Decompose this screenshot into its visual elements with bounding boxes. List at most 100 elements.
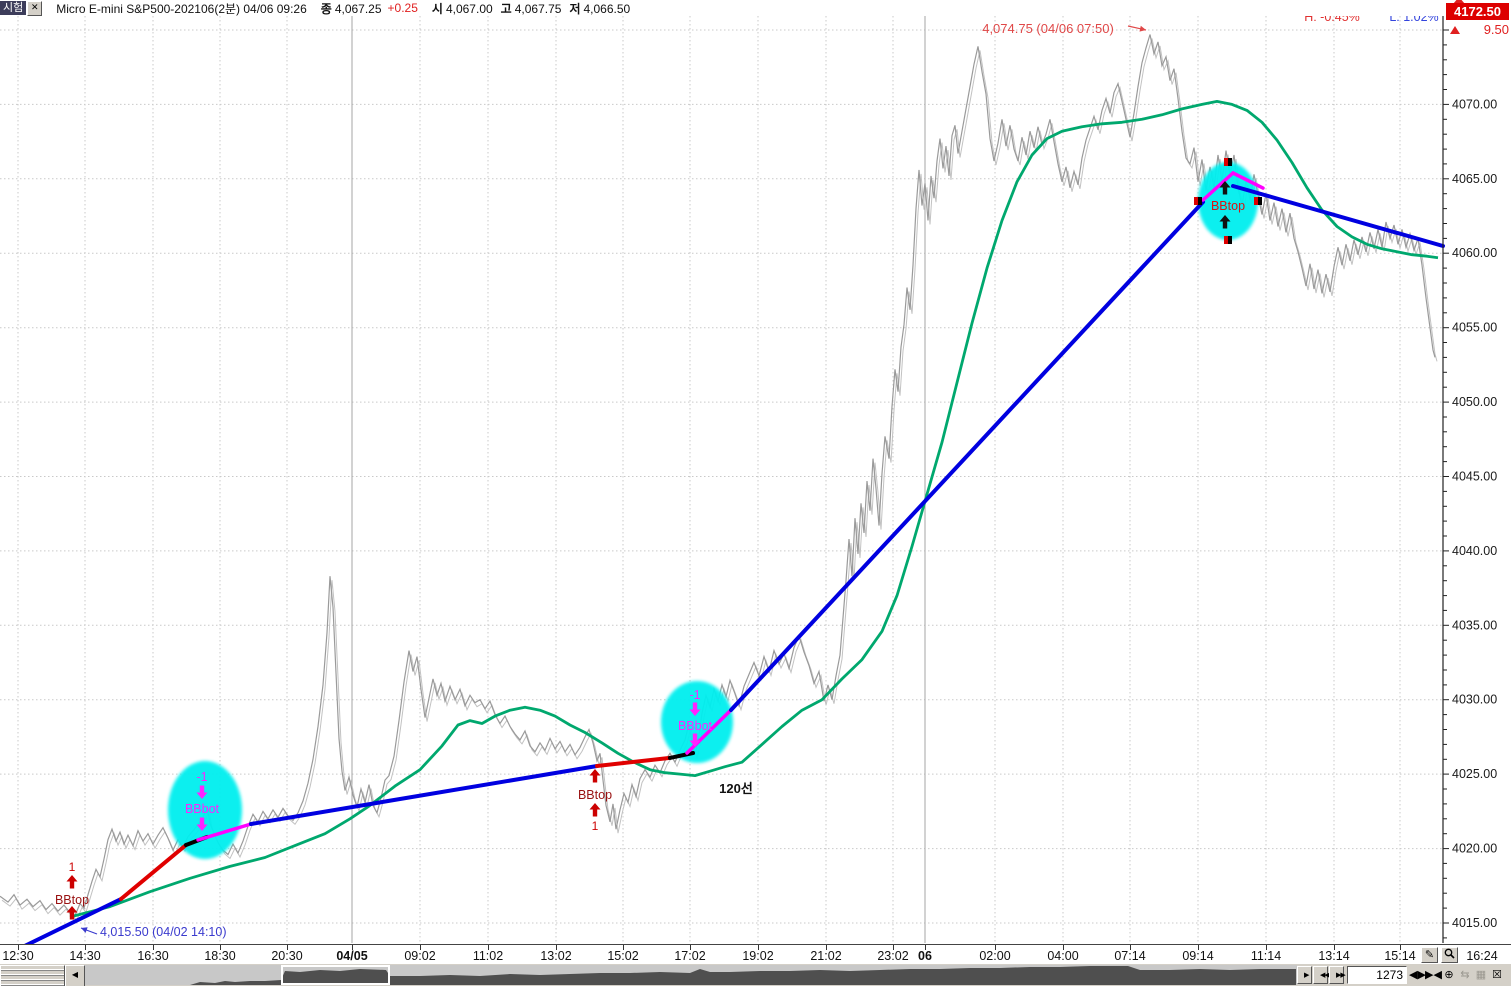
time-tick	[153, 945, 154, 950]
time-label: 23:02	[877, 949, 909, 963]
annotation-text: BBbot	[185, 802, 220, 816]
blue-trend-2	[249, 764, 599, 826]
quote-high: 고 4,067.75	[500, 1, 562, 16]
draw-tool-button[interactable]: ✎	[1421, 947, 1438, 963]
up-arrow-marker	[1219, 181, 1231, 195]
price-up-triangle-icon	[1453, 0, 1465, 4]
time-tick	[1334, 945, 1335, 950]
annotation-text: BBtop	[55, 893, 89, 907]
price-axis-label: 4050.00	[1452, 395, 1497, 409]
selection-handle	[1224, 236, 1228, 244]
time-tick	[556, 945, 557, 950]
expand-horizontal-icon[interactable]: ◀▶	[1409, 969, 1426, 981]
chart-scrollbar: ◀ ▶ ◀◀ ▶▶ 1273 ◀▶ ▶◀ ⊕ ⇆ ▦ ☒	[0, 964, 1511, 986]
time-label: 06	[918, 949, 932, 963]
time-tick	[287, 945, 288, 950]
quote-change: +0.25	[387, 1, 418, 15]
price-axis-label: 4070.00	[1452, 97, 1497, 111]
pointer-arrow-head	[1139, 25, 1146, 32]
price-axis-label: 4060.00	[1452, 246, 1497, 260]
quote-low: 저 4,066.50	[569, 1, 631, 16]
blue-trend-3	[729, 200, 1205, 712]
annotation-text: 4,015.50 (04/02 14:10)	[100, 925, 227, 939]
annotation-text: 4,074.75 (04/06 07:50)	[982, 21, 1114, 36]
time-tick	[220, 945, 221, 950]
time-tick	[893, 945, 894, 950]
minimap-view-box[interactable]	[281, 965, 390, 985]
red-trend-2	[595, 755, 672, 768]
jump-back-button[interactable]: ◀◀	[1313, 966, 1330, 984]
down-arrow-marker	[196, 817, 208, 831]
price-axis-label: 4015.00	[1452, 916, 1497, 930]
zoom-reset-icon[interactable]: ⊕	[1444, 969, 1454, 981]
close-chart-icon[interactable]: ☒	[1492, 969, 1502, 981]
time-label: 11:02	[472, 949, 504, 963]
up-arrow-marker	[1219, 215, 1231, 229]
price-change-value: 9.50	[1483, 22, 1509, 37]
time-tick	[995, 945, 996, 950]
time-tick	[18, 945, 19, 950]
time-label: 04/05	[336, 949, 368, 963]
time-label: 15:02	[607, 949, 639, 963]
annotation-text: 1	[69, 860, 76, 874]
step-forward-button[interactable]: ▶	[1297, 966, 1312, 984]
last-time-label: 16:24	[1466, 949, 1498, 963]
blue-trend-1	[24, 897, 123, 944]
scroll-left-button[interactable]: ◀	[65, 965, 85, 986]
time-label: 17:02	[674, 949, 706, 963]
highlight-circle	[1198, 162, 1258, 240]
time-axis: ✎ 16:24 12:30 14:30 16:30 18:30 20:30 04/05 09…	[0, 944, 1511, 965]
time-tick	[488, 945, 489, 950]
time-tick	[352, 945, 353, 950]
chart-title: Micro E-mini S&P500-202106(2분) 04/06 09:…	[56, 1, 307, 16]
nav-band: ▶ ◀◀ ▶▶ 1273 ◀▶ ▶◀ ⊕ ⇆ ▦ ☒	[1297, 964, 1511, 986]
time-label: 14:30	[69, 949, 101, 963]
time-tick	[690, 945, 691, 950]
annotation-text: BBbot	[678, 719, 713, 733]
annotation-text: H: -0.45%	[1304, 15, 1360, 24]
up-arrow-marker	[589, 803, 601, 817]
black-trend-2	[668, 751, 695, 760]
chart-canvas[interactable]: 1 BBtop BBtop 1 -1 BBbot -1 BBbot BBtop 120선 4,074…	[0, 15, 1511, 944]
time-label: 02:00	[979, 949, 1011, 963]
annotation-text: BBtop	[1211, 199, 1245, 213]
magenta-trend-1	[196, 822, 253, 842]
collapse-horizontal-icon[interactable]: ▶◀	[1425, 969, 1442, 981]
highlight-circle	[661, 681, 733, 763]
swap-icon: ⇆	[1460, 969, 1470, 981]
pointer-arrow-head	[81, 927, 88, 933]
time-tick	[925, 945, 926, 950]
time-label: 13:14	[1318, 949, 1350, 963]
bar-count-input[interactable]: 1273	[1347, 966, 1407, 984]
time-tick	[1266, 945, 1267, 950]
time-label: 09:02	[404, 949, 436, 963]
up-arrow-marker	[589, 769, 601, 783]
time-label: 20:30	[271, 949, 303, 963]
zoom-tool-button[interactable]	[1441, 947, 1458, 963]
quote-close: 종 4,067.25	[320, 1, 382, 16]
price-axis-label: 4055.00	[1452, 321, 1497, 335]
time-label: 16:30	[137, 949, 169, 963]
grid-icon: ▦	[1475, 969, 1487, 981]
ma-series	[69, 100, 1439, 919]
close-icon[interactable]: ✕	[27, 0, 43, 16]
minimap-silhouette	[85, 966, 1296, 985]
time-label: 04:00	[1047, 949, 1079, 963]
annotation-text: 120선	[719, 781, 753, 796]
time-label: 18:30	[204, 949, 236, 963]
selection-handle	[1194, 197, 1198, 205]
price-axis-label: 4030.00	[1452, 693, 1497, 707]
scrollbar-grip[interactable]	[0, 965, 65, 986]
jump-forward-button[interactable]: ▶▶	[1329, 966, 1346, 984]
annotation-text: -1	[196, 770, 207, 784]
price-axis-label: 4040.00	[1452, 544, 1497, 558]
up-arrow-marker	[66, 875, 78, 889]
time-label: 07:14	[1114, 949, 1146, 963]
tool-badge: 시험	[0, 1, 27, 15]
magenta-trend-3	[1201, 171, 1235, 202]
minimap[interactable]	[85, 965, 1297, 985]
time-label: 11:14	[1250, 949, 1282, 963]
time-label: 19:02	[742, 949, 774, 963]
price-axis-label: 4020.00	[1452, 842, 1497, 856]
time-tick	[420, 945, 421, 950]
